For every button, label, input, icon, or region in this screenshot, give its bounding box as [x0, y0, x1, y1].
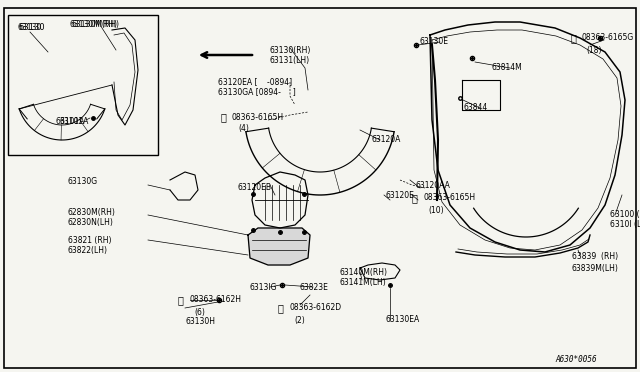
Text: (6): (6)	[194, 308, 205, 317]
Text: (2): (2)	[294, 315, 305, 324]
Text: Ⓢ: Ⓢ	[220, 112, 226, 122]
Text: 63130E: 63130E	[420, 38, 449, 46]
Text: 08363-6165H: 08363-6165H	[424, 193, 476, 202]
Text: 63130M(RH): 63130M(RH)	[70, 20, 118, 29]
Text: A630*0056: A630*0056	[555, 355, 596, 364]
Text: 63120A: 63120A	[372, 135, 401, 144]
Text: 62830N(LH): 62830N(LH)	[68, 218, 114, 227]
Text: 63130GA [0894-     ]: 63130GA [0894- ]	[218, 87, 296, 96]
Text: 63822(LH): 63822(LH)	[68, 246, 108, 254]
Text: 63844: 63844	[463, 103, 487, 112]
Text: 63101A: 63101A	[60, 118, 90, 126]
Text: 08363-6162H: 08363-6162H	[190, 295, 242, 305]
Text: 63100 (RH): 63100 (RH)	[610, 211, 640, 219]
Text: 08363-6165H: 08363-6165H	[232, 112, 284, 122]
Text: (18): (18)	[586, 45, 602, 55]
Text: Ⓢ: Ⓢ	[277, 303, 283, 313]
Text: 63120EB: 63120EB	[238, 183, 272, 192]
Text: 63130: 63130	[18, 23, 45, 32]
Text: 63130: 63130	[18, 23, 42, 32]
Text: Ⓢ: Ⓢ	[570, 33, 576, 43]
Text: 63120E: 63120E	[385, 192, 414, 201]
Text: 08363-6165G: 08363-6165G	[582, 33, 634, 42]
Text: 63821 (RH): 63821 (RH)	[68, 235, 111, 244]
Text: 63130EA: 63130EA	[385, 315, 419, 324]
Text: 63130H: 63130H	[185, 317, 215, 327]
Text: 63131(LH): 63131(LH)	[270, 55, 310, 64]
Text: 08363-6162D: 08363-6162D	[290, 304, 342, 312]
Text: Ⓢ: Ⓢ	[411, 193, 417, 203]
Polygon shape	[248, 228, 310, 265]
Text: 63839M(LH): 63839M(LH)	[572, 263, 619, 273]
Text: 6310l (LH): 6310l (LH)	[610, 221, 640, 230]
Text: 63839  (RH): 63839 (RH)	[572, 251, 618, 260]
Text: 63130M(RH): 63130M(RH)	[72, 20, 120, 29]
Text: Ⓢ: Ⓢ	[177, 295, 183, 305]
Text: 63141M(LH): 63141M(LH)	[340, 278, 387, 286]
Bar	[8, 15, 158, 155]
Text: (4): (4)	[238, 124, 249, 132]
Text: 63120EA [    -0894]: 63120EA [ -0894]	[218, 77, 292, 87]
Text: (10): (10)	[428, 205, 444, 215]
Text: 63814M: 63814M	[492, 64, 523, 73]
Text: 63101A: 63101A	[55, 118, 84, 126]
Text: 63130(RH): 63130(RH)	[270, 45, 312, 55]
Text: 6313lG: 6313lG	[250, 283, 278, 292]
Text: 63823E: 63823E	[300, 283, 329, 292]
Text: 63130G: 63130G	[68, 177, 98, 186]
Text: 62830M(RH): 62830M(RH)	[68, 208, 116, 217]
Text: 63140M(RH): 63140M(RH)	[340, 267, 388, 276]
Text: 63120AA: 63120AA	[415, 180, 450, 189]
